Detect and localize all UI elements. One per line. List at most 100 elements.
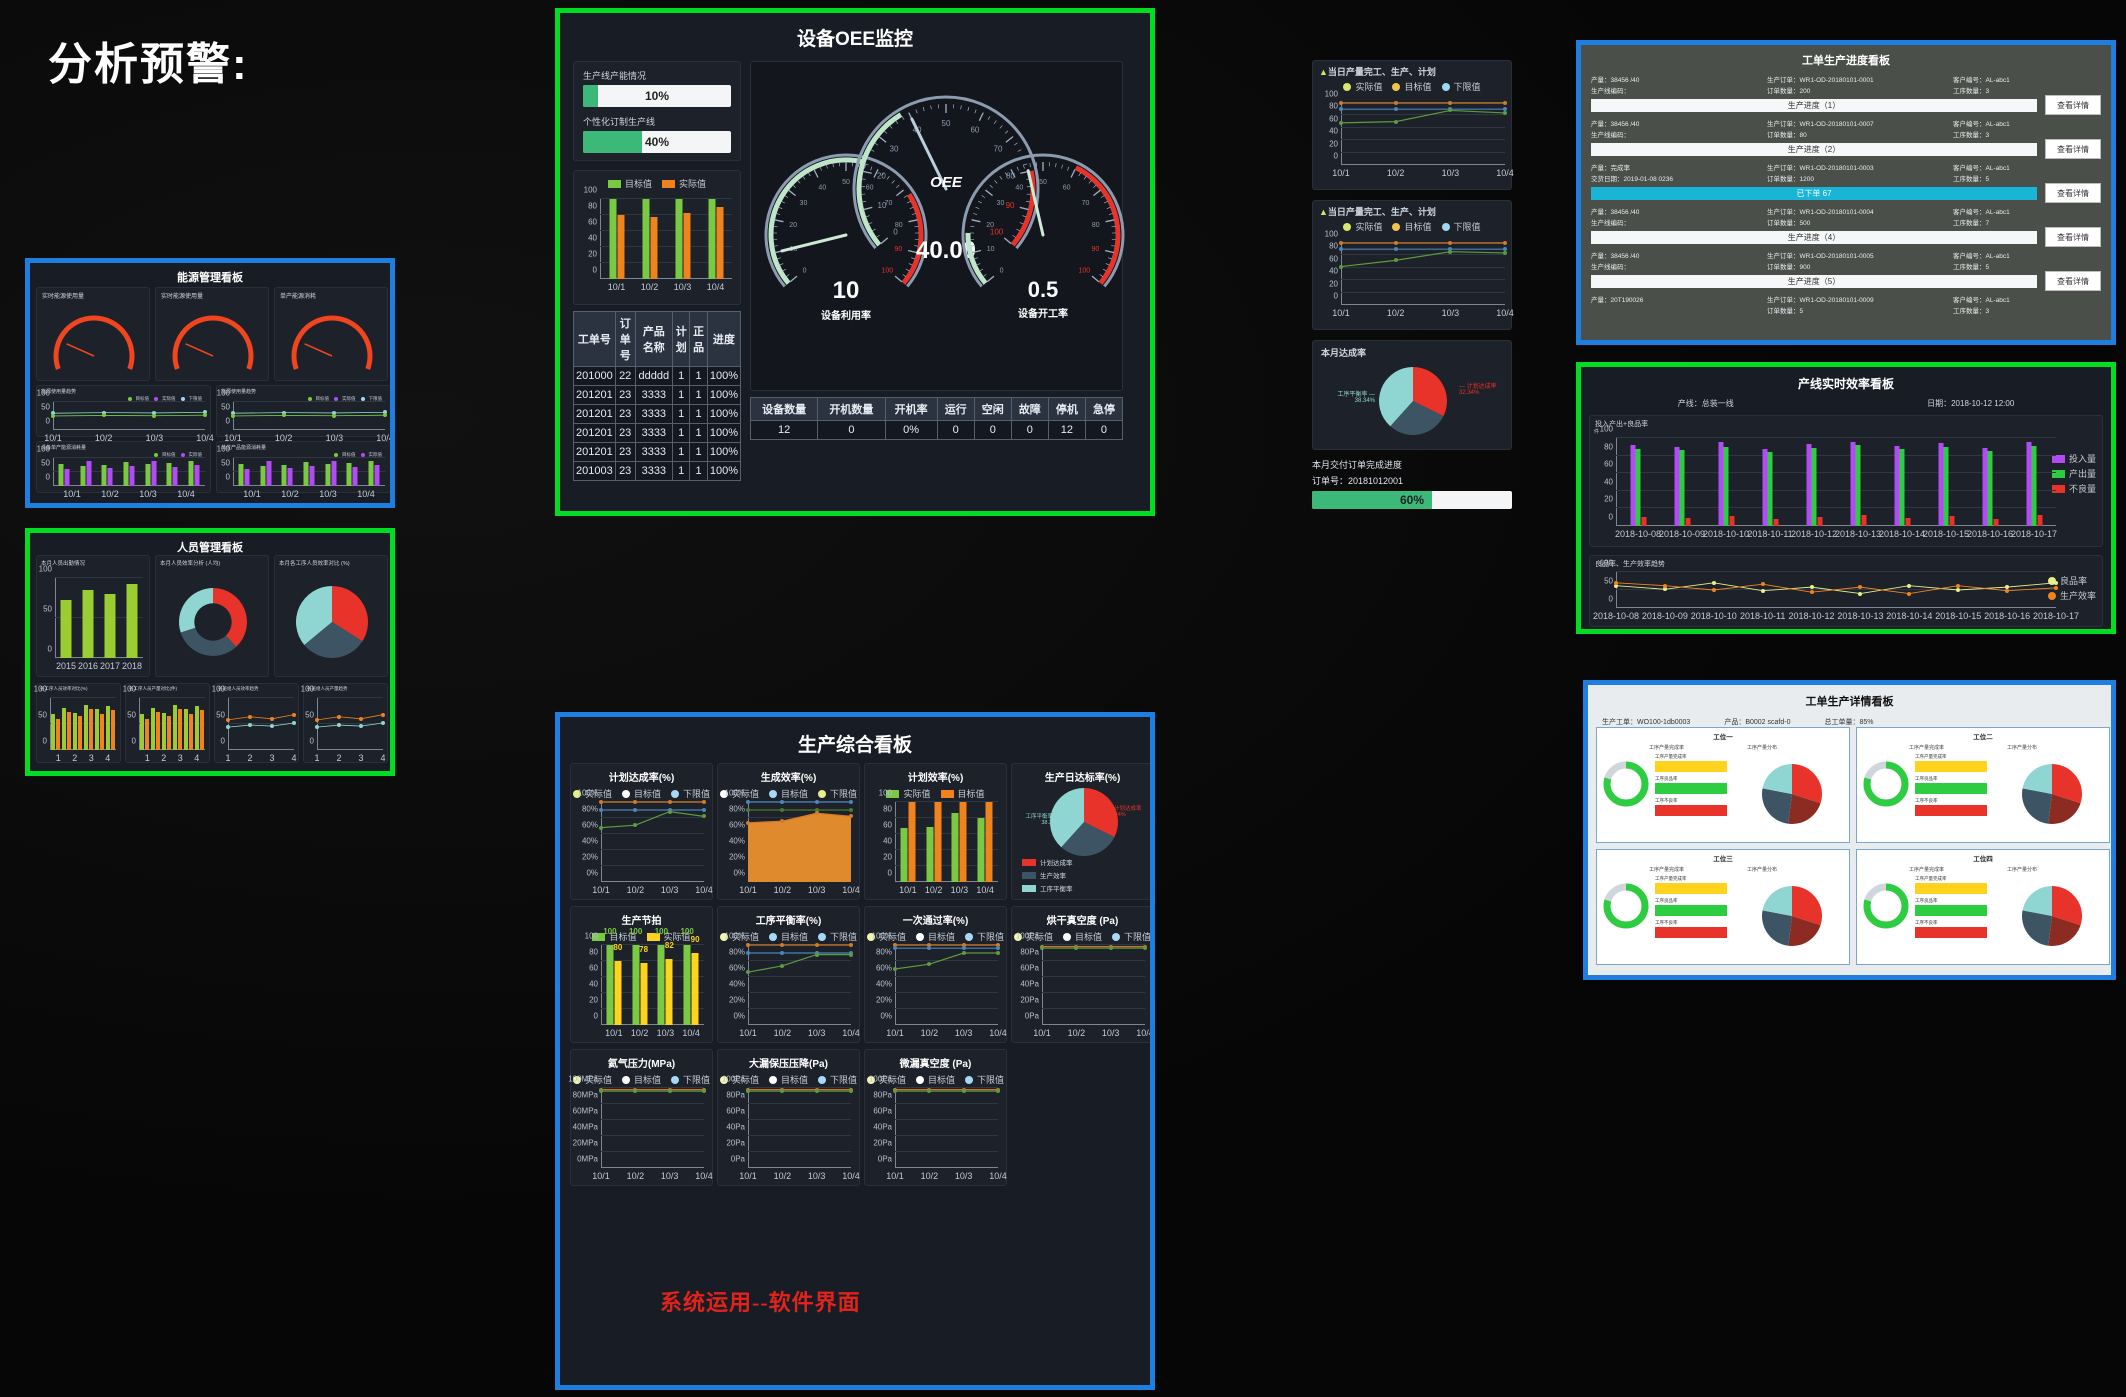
data-point — [51, 411, 55, 416]
y-tick-label: 100 — [300, 684, 314, 694]
gridline — [895, 1008, 998, 1009]
x-tick-label: 1 — [55, 753, 61, 763]
data-point — [1143, 946, 1147, 951]
pie-label-left: 工序平衡率 — 38.34% — [1025, 814, 1060, 826]
wo-field: 生产订单：WR1-OD-20180101-0003 — [1767, 165, 1874, 172]
wo-col: 生产订单：WR1-OD-20180101-0005 订单数量：900 — [1767, 251, 1947, 273]
wo-detail-button[interactable]: 查看详情 — [2045, 183, 2101, 203]
data-point — [780, 943, 785, 947]
chart-legend-item: 目标值 — [592, 930, 637, 943]
data-point — [51, 414, 55, 418]
pie-slice — [2052, 764, 2082, 804]
data-point — [961, 946, 966, 951]
x-tick-label: 2018-10-08 — [1614, 529, 1662, 539]
bar — [100, 713, 104, 750]
wo-progress-bar[interactable]: 生产进度（5） — [1591, 275, 2037, 288]
y-tick-label: 20 — [588, 249, 597, 259]
wo-station-card: 工位三 工序产量完成率 工序产量分布 工序产量完成率 工序良品率 工序不良率 — [1596, 849, 1850, 965]
bar — [303, 462, 309, 486]
wo-bar-label: 工序不良率 — [1915, 798, 1938, 803]
x-tick-label: 2018-10-15 — [1922, 529, 1970, 539]
x-tick-label: 10/3 — [673, 282, 692, 292]
gridline — [1042, 976, 1145, 977]
wo-detail-button[interactable]: 查看详情 — [2045, 271, 2101, 291]
x-tick-label: 10/2 — [626, 1171, 645, 1181]
x-tick-label: 10/1 — [607, 282, 626, 292]
series-line — [601, 1088, 704, 1168]
gridline — [895, 833, 998, 834]
status-table-cell: 12 — [749, 420, 819, 440]
status-table-header: 设备数量 — [749, 397, 819, 421]
wo-progress-bar[interactable]: 生产进度（4） — [1591, 231, 2037, 244]
staff-sub-plot: 0 50 100 1 2 3 4 — [212, 685, 297, 764]
y-tick-label: 100 — [1324, 229, 1338, 239]
svg-text:60: 60 — [970, 126, 979, 135]
x-tick-label: 10/4 — [196, 433, 214, 443]
data-point — [1393, 258, 1398, 263]
y-tick-label: 0 — [1333, 291, 1338, 301]
wo-bar-label: 工序不良率 — [1655, 798, 1678, 803]
gridline — [1341, 266, 1505, 268]
x-axis — [1042, 1024, 1145, 1025]
wo-detail-button[interactable]: 查看详情 — [2045, 139, 2101, 159]
y-tick-label: 100 — [36, 444, 50, 454]
wo-progress-bar[interactable]: 已下单 67 — [1591, 187, 2037, 200]
gridline — [1616, 507, 2056, 509]
energy-sub-plot: 0 50 100 10/1 10/2 10/3 10/4 — [37, 389, 214, 444]
data-point — [1907, 583, 1912, 588]
pie-legend: 计划达成率 生产效率 工序平衡率 — [1022, 857, 1073, 893]
y-axis — [139, 698, 140, 750]
bar — [642, 199, 649, 279]
chart-legend-item: 目标值 — [1062, 930, 1102, 943]
bar — [1905, 518, 1910, 526]
line-eff-top-legend: 投入量 产出量 不良量 — [2051, 452, 2096, 495]
x-tick-label: 2018-10-17 — [2032, 611, 2080, 621]
data-point — [780, 963, 785, 968]
bar — [95, 709, 99, 750]
prod-chart-card: 大漏保压压降(Pa) 实际值 目标值 下限值 0Pa 20Pa 40Pa 60Pa 80Pa 10… — [717, 1049, 860, 1186]
wo-progress-bar[interactable]: 生产进度（2） — [1591, 143, 2037, 156]
series-line — [1341, 243, 1505, 305]
wo-metric-row: 工序产量完成率 — [1915, 754, 1987, 772]
pie-legend-item: 计划达成率 — [1022, 857, 1073, 867]
wo-metric-bar — [1915, 927, 1987, 938]
bar — [708, 199, 715, 279]
y-tick-label: 100 — [38, 564, 52, 574]
chart-legend-item: 实际值 — [866, 930, 906, 943]
table-cell: 22 — [614, 366, 636, 386]
x-tick-label: 2018-10-08 — [1592, 611, 1640, 621]
table-cell: 1 — [689, 442, 708, 462]
energy-sub-plot: 0 50 100 10/1 10/2 10/3 10/4 — [217, 389, 390, 444]
y-axis — [601, 802, 602, 882]
y-tick-label: 60 — [1604, 459, 1613, 469]
gridline — [1042, 992, 1145, 993]
energy-sub-legend: 目标值 实际值 — [37, 451, 210, 458]
series-line — [233, 402, 385, 430]
gridline — [233, 457, 385, 458]
wo-detail-button[interactable]: 查看详情 — [2045, 95, 2101, 115]
wo-metric-bar — [1915, 783, 1987, 794]
x-tick-label: 2018-10-16 — [1984, 611, 2031, 621]
x-tick-label: 10/2 — [626, 885, 645, 895]
wo-progress-bar[interactable]: 生产进度（1） — [1591, 99, 2037, 112]
bar — [172, 466, 178, 486]
gridline — [601, 1151, 704, 1152]
wo-detail-button[interactable]: 查看详情 — [2045, 227, 2101, 247]
staff-panel: 人员管理看板 本月人员出勤情况 0 50 100 2015 2016 2017 2018 本月人… — [25, 528, 395, 776]
data-point — [633, 1089, 638, 1094]
wo-metric-row: 工序良品率 — [1915, 776, 1987, 794]
bar — [1938, 443, 1943, 526]
y-tick-label: 40% — [728, 836, 745, 846]
wo-station-donut-label: 工序产量完成率 — [1649, 745, 1685, 751]
line-eff-bottom-legend: 良品率 生产效率 — [2047, 574, 2096, 602]
staff-sub-card: 各班组人员效率趋势 0 50 100 1 2 3 4 — [212, 683, 299, 764]
svg-text:50: 50 — [1039, 179, 1047, 186]
gridline — [748, 1103, 851, 1104]
pie-slice — [2022, 910, 2052, 946]
bar — [84, 705, 88, 750]
y-tick-label: 100 — [36, 388, 50, 398]
bar — [1806, 444, 1811, 526]
data-point — [1760, 582, 1765, 587]
donut-chart — [1863, 761, 1909, 807]
